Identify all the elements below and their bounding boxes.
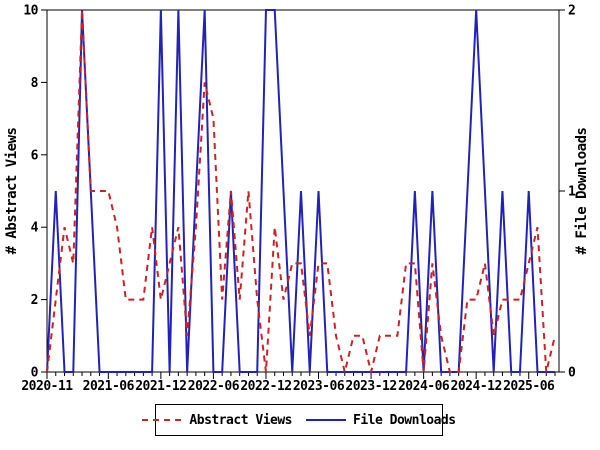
left-axis-title: # Abstract Views [4, 127, 20, 254]
legend-entry-abstract-views: Abstract Views [142, 413, 292, 428]
right-axis-tick-label: 1 [568, 185, 576, 200]
left-axis-tick-label: 0 [31, 366, 39, 381]
dashed-line-sample-icon [142, 419, 183, 421]
legend-entry-file-downloads: File Downloads [306, 413, 456, 428]
left-axis-tick-label: 4 [31, 221, 39, 236]
x-tick-label: 2024-06 [398, 379, 450, 394]
right-axis-tick-label: 0 [568, 366, 576, 381]
plot-frame [46, 9, 560, 373]
right-axis-tick-label: 2 [568, 4, 575, 19]
legend-label-file-downloads: File Downloads [353, 412, 456, 428]
chart-legend: Abstract Views File Downloads [142, 404, 456, 436]
right-axis-title: # File Downloads [574, 127, 590, 254]
x-tick-label: 2020-11 [21, 379, 73, 394]
legend-label-abstract-views: Abstract Views [189, 412, 292, 428]
x-tick-label: 2023-12 [345, 379, 396, 394]
abstract-views-line [46, 9, 556, 373]
x-tick-label: 2023-06 [293, 379, 345, 394]
left-axis-tick-label: 8 [31, 76, 39, 91]
left-axis-tick-label: 10 [23, 4, 38, 19]
x-tick-label: 2021-12 [135, 379, 186, 394]
left-axis-tick-label: 6 [31, 148, 39, 163]
x-tick-label: 2021-06 [83, 379, 135, 394]
solid-line-sample-icon [306, 419, 346, 421]
x-tick-label: 2024-12 [451, 379, 502, 394]
x-tick-label: 2022-12 [240, 379, 291, 394]
file-downloads-line [46, 9, 555, 373]
x-tick-label: 2022-06 [188, 379, 240, 394]
x-tick-label: 2025-06 [503, 379, 555, 394]
left-axis-tick-label: 2 [31, 293, 38, 308]
